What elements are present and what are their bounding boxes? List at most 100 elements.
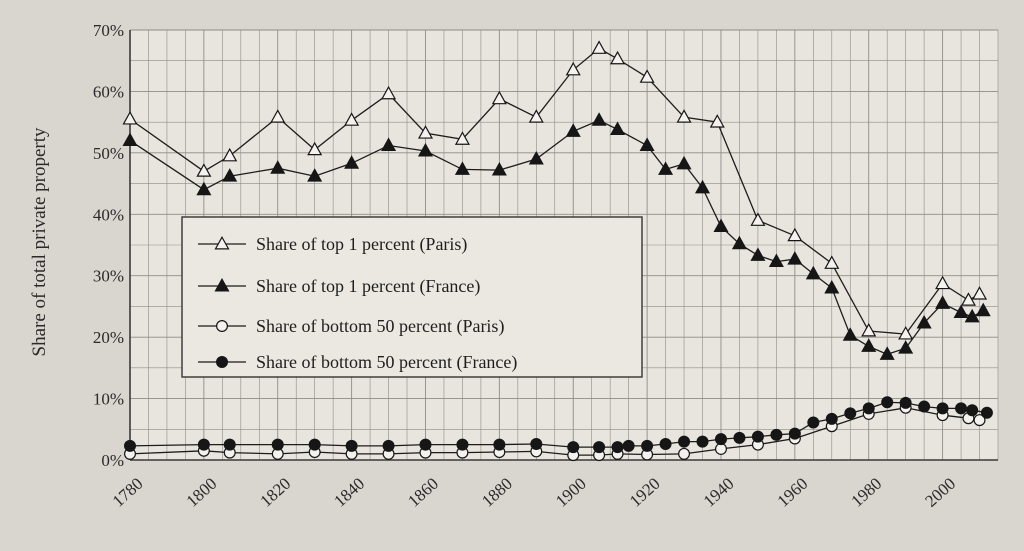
legend-label: Share of top 1 percent (Paris) <box>256 234 467 255</box>
data-point <box>842 327 858 341</box>
data-point <box>714 433 727 446</box>
data-point <box>270 109 286 123</box>
data-point <box>980 406 993 419</box>
data-point <box>788 427 801 440</box>
data-point <box>454 161 470 175</box>
y-tick-label: 30% <box>93 267 124 286</box>
data-point <box>565 61 581 76</box>
data-point <box>308 438 321 451</box>
legend-label: Share of bottom 50 percent (France) <box>256 352 517 373</box>
data-point <box>935 295 951 309</box>
data-point <box>419 438 432 451</box>
data-point <box>733 431 746 444</box>
data-point <box>196 163 212 177</box>
data-point <box>696 435 709 448</box>
legend-item-top1-paris: Share of top 1 percent (Paris) <box>198 234 467 255</box>
legend-marker <box>216 356 229 369</box>
data-point <box>770 428 783 441</box>
data-point <box>935 275 951 290</box>
data-point <box>918 400 931 413</box>
data-point <box>622 439 635 452</box>
data-point <box>955 402 968 415</box>
data-point <box>709 114 725 128</box>
data-point <box>345 439 358 452</box>
data-point <box>122 111 138 125</box>
data-point <box>381 85 397 100</box>
data-point <box>610 121 626 135</box>
data-point <box>751 430 764 443</box>
y-tick-label: 60% <box>93 82 124 101</box>
series-line <box>129 119 984 355</box>
y-axis-label: Share of total private property <box>29 127 50 356</box>
data-point <box>713 218 729 233</box>
data-point <box>975 302 991 317</box>
data-point <box>898 340 914 354</box>
data-point <box>916 314 932 329</box>
data-point <box>898 326 914 340</box>
data-point <box>122 132 138 147</box>
data-point <box>973 414 986 427</box>
data-point <box>861 338 877 352</box>
data-point <box>382 439 395 452</box>
legend-item-bottom50-paris: Share of bottom 50 percent (Paris) <box>198 316 504 337</box>
data-point <box>768 253 784 268</box>
series-bottom50-france <box>123 396 993 454</box>
data-point <box>862 402 875 415</box>
y-tick-label: 0% <box>101 451 124 470</box>
plot-frame <box>129 30 998 461</box>
data-point <box>825 412 838 425</box>
data-point <box>567 441 580 454</box>
data-point <box>861 322 877 337</box>
data-point <box>454 131 470 145</box>
data-point <box>899 396 912 409</box>
data-point <box>271 438 284 451</box>
data-point <box>750 247 766 261</box>
data-point <box>824 255 840 269</box>
series-top1-france <box>122 112 991 360</box>
data-point <box>491 90 507 105</box>
data-point <box>807 416 820 429</box>
data-point <box>805 265 821 280</box>
data-point <box>593 441 606 454</box>
data-point <box>639 69 655 83</box>
data-point <box>678 447 691 460</box>
data-point <box>641 439 654 452</box>
data-point <box>960 292 976 306</box>
data-point <box>639 137 655 151</box>
data-point <box>750 212 766 226</box>
data-point <box>787 227 803 242</box>
data-point <box>123 439 136 452</box>
data-point <box>222 147 238 162</box>
data-point <box>966 404 979 417</box>
legend-marker <box>216 320 229 333</box>
data-point <box>972 286 988 300</box>
legend-item-bottom50-france: Share of bottom 50 percent (France) <box>198 352 517 373</box>
data-point <box>936 402 949 415</box>
data-point <box>694 179 711 194</box>
data-point <box>197 438 210 451</box>
data-point <box>953 304 969 319</box>
data-point <box>270 160 286 174</box>
y-tick-label: 50% <box>93 144 124 163</box>
data-point <box>491 161 507 176</box>
data-point <box>307 141 323 156</box>
data-point <box>528 150 544 165</box>
legend-item-top1-france: Share of top 1 percent (France) <box>198 276 480 297</box>
data-point <box>714 442 727 455</box>
data-point <box>344 112 360 126</box>
data-point <box>591 40 607 54</box>
data-point <box>676 109 692 123</box>
data-point <box>530 438 543 451</box>
data-point <box>678 435 691 448</box>
data-point <box>844 407 857 420</box>
data-point <box>787 251 803 265</box>
y-tick-label: 70% <box>93 21 124 40</box>
data-point <box>658 161 674 175</box>
data-point <box>381 137 397 151</box>
data-point <box>591 112 607 126</box>
data-point <box>493 438 506 451</box>
legend-label: Share of top 1 percent (France) <box>256 276 480 297</box>
legend-label: Share of bottom 50 percent (Paris) <box>256 316 504 337</box>
data-point <box>196 181 212 196</box>
